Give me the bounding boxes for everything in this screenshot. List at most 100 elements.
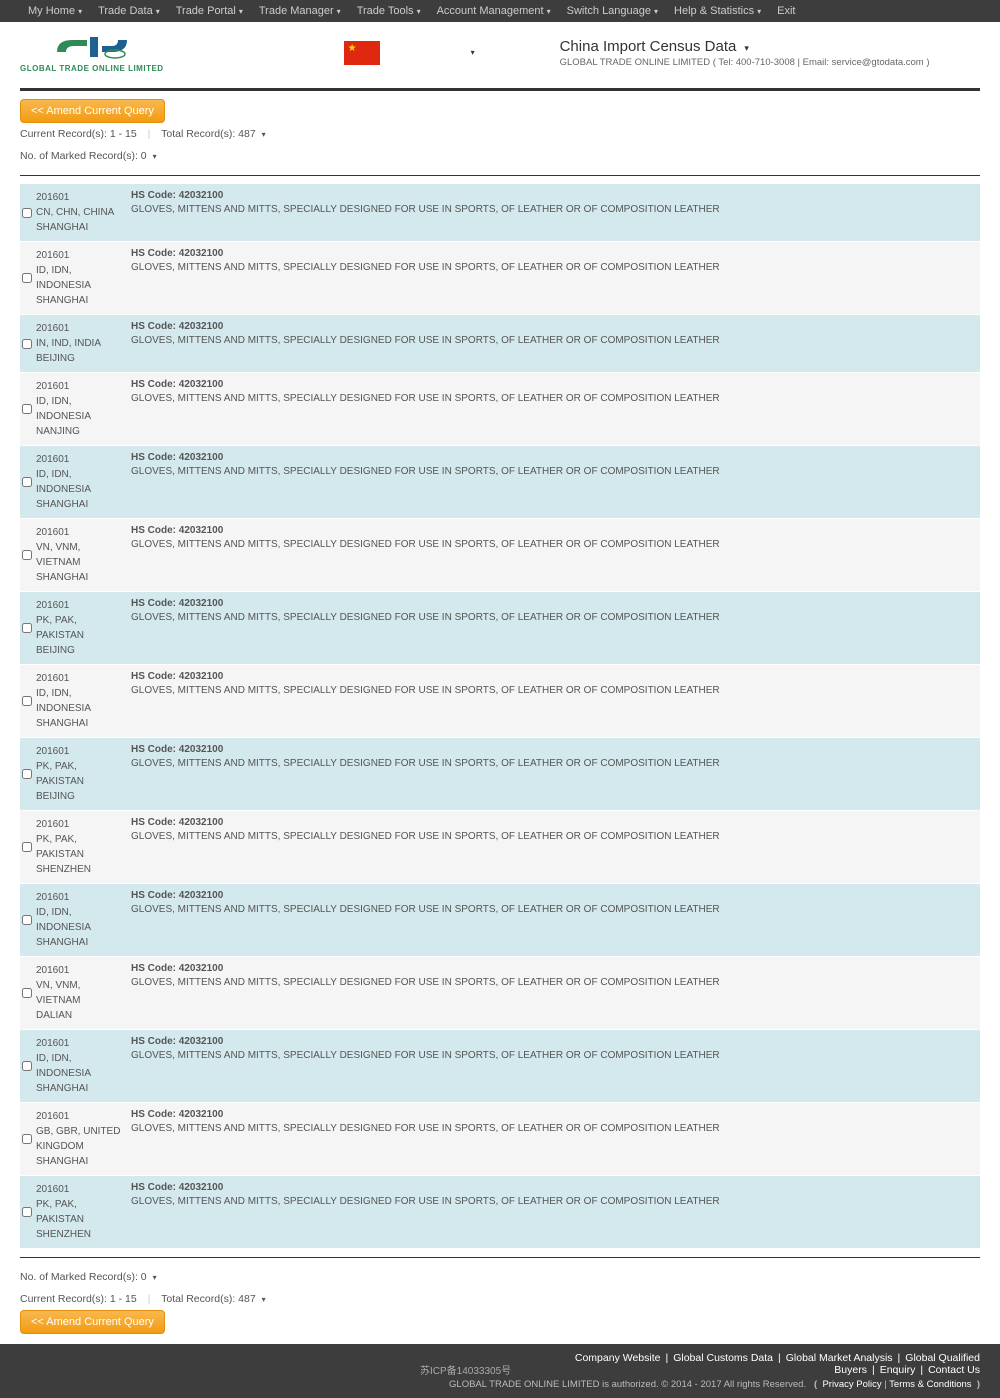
record-date: 201601 (36, 963, 123, 978)
privacy-link[interactable]: Privacy Policy (822, 1379, 881, 1390)
nav-item-help-statistics[interactable]: Help & Statistics▾ (666, 5, 769, 17)
record-row: 201601VN, VNM, VIETNAMSHANGHAIHS Code: 4… (20, 519, 980, 592)
record-checkbox[interactable] (22, 550, 32, 560)
amend-query-button-bottom[interactable]: << Amend Current Query (20, 1310, 165, 1334)
record-row: 201601VN, VNM, VIETNAMDALIANHS Code: 420… (20, 957, 980, 1030)
record-checkbox[interactable] (22, 1134, 32, 1144)
record-origin: 201601ID, IDN, INDONESIASHANGHAI (32, 1030, 127, 1102)
nav-item-trade-portal[interactable]: Trade Portal▾ (168, 5, 251, 17)
amend-query-button-top[interactable]: << Amend Current Query (20, 99, 165, 123)
record-detail: HS Code: 42032100GLOVES, MITTENS AND MIT… (127, 519, 980, 591)
total-caret-icon[interactable]: ▾ (262, 1295, 266, 1304)
header: GLOBAL TRADE ONLINE LIMITED ★ ▾ China Im… (0, 22, 1000, 83)
record-checkbox[interactable] (22, 1207, 32, 1217)
record-detail: HS Code: 42032100GLOVES, MITTENS AND MIT… (127, 373, 980, 445)
record-country: VN, VNM, VIETNAM (36, 540, 123, 570)
record-country: ID, IDN, INDONESIA (36, 686, 123, 716)
current-records-value: 1 - 15 (110, 128, 137, 140)
footer-link-global-customs-data[interactable]: Global Customs Data (673, 1352, 773, 1364)
flag-caret-icon[interactable]: ▾ (471, 48, 475, 57)
total-caret-icon[interactable]: ▾ (262, 130, 266, 139)
total-records-label: Total Record(s): (161, 128, 235, 140)
record-date: 201601 (36, 190, 123, 205)
record-city: SHENZHEN (36, 1227, 123, 1242)
record-checkbox[interactable] (22, 477, 32, 487)
record-checkbox[interactable] (22, 623, 32, 633)
record-country: PK, PAK, PAKISTAN (36, 1197, 123, 1227)
record-row: 201601IN, IND, INDIABEIJING HS Code: 4203… (20, 315, 980, 373)
nav-item-account-management[interactable]: Account Management▾ (429, 5, 559, 17)
record-checkbox[interactable] (22, 915, 32, 925)
record-origin: 201601PK, PAK, PAKISTANBEIJING (32, 738, 127, 810)
nav-item-trade-manager[interactable]: Trade Manager▾ (251, 5, 349, 17)
record-detail: HS Code: 42032100GLOVES, MITTENS AND MIT… (127, 184, 980, 241)
record-row: 201601ID, IDN, INDONESIASHANGHAIHS Code:… (20, 242, 980, 315)
record-detail: HS Code: 42032100 GLOVES, MITTENS AND MIT… (127, 242, 980, 314)
record-row: 201601ID, IDN, INDONESIANANJINGHS Code: … (20, 373, 980, 446)
nav-item-switch-language[interactable]: Switch Language▾ (559, 5, 666, 17)
record-checkbox[interactable] (22, 339, 32, 349)
record-description: GLOVES, MITTENS AND MITTS, SPECIALLY DES… (131, 1196, 976, 1207)
record-city: SHANGHAI (36, 1081, 123, 1096)
record-description: GLOVES, MITTENS AND MITTS, SPECIALLY DES… (131, 466, 976, 477)
company-info: GLOBAL TRADE ONLINE LIMITED ( Tel: 400-7… (560, 57, 930, 68)
footer-link-enquiry[interactable]: Enquiry (880, 1364, 916, 1376)
record-origin: 201601ID, IDN, INDONESIASHANGHAI (32, 446, 127, 518)
record-description: GLOVES, MITTENS AND MITTS, SPECIALLY DES… (131, 831, 976, 842)
record-checkbox[interactable] (22, 1061, 32, 1071)
title-caret-icon[interactable]: ▾ (744, 43, 749, 53)
record-description: GLOVES, MITTENS AND MITTS, SPECIALLY DES… (131, 1123, 976, 1134)
record-date: 201601 (36, 452, 123, 467)
record-city: SHANGHAI (36, 220, 123, 235)
page-title: China Import Census Data (560, 38, 737, 55)
marked-caret-icon[interactable]: ▾ (153, 152, 157, 161)
record-checkbox[interactable] (22, 696, 32, 706)
record-date: 201601 (36, 379, 123, 394)
record-checkbox[interactable] (22, 404, 32, 414)
record-detail: HS Code: 42032100GLOVES, MITTENS AND MIT… (127, 592, 980, 664)
record-checkbox[interactable] (22, 208, 32, 218)
record-city: SHANGHAI (36, 1154, 123, 1169)
nav-item-trade-data[interactable]: Trade Data▾ (90, 5, 168, 17)
record-description: GLOVES, MITTENS AND MITTS, SPECIALLY DES… (131, 758, 976, 769)
marked-meta-top: No. of Marked Record(s): 0 ▾ (20, 145, 980, 167)
record-description: GLOVES, MITTENS AND MITTS, SPECIALLY DES… (131, 539, 976, 550)
record-date: 201601 (36, 671, 123, 686)
record-row: 201601PK, PAK, PAKISTANBEIJINGHS Code: 4… (20, 592, 980, 665)
record-hscode: HS Code: 42032100 (131, 190, 976, 201)
record-row: 201601PK, PAK, PAKISTANBEIJINGHS Code: 4… (20, 738, 980, 811)
terms-link[interactable]: Terms & Conditions (889, 1379, 971, 1390)
record-description: GLOVES, MITTENS AND MITTS, SPECIALLY DES… (131, 977, 976, 988)
caret-icon: ▾ (78, 7, 82, 16)
logo[interactable]: GLOBAL TRADE ONLINE LIMITED (20, 32, 164, 73)
footer-link-company-website[interactable]: Company Website (575, 1352, 661, 1364)
nav-item-trade-tools[interactable]: Trade Tools▾ (349, 5, 429, 17)
record-description: GLOVES, MITTENS AND MITTS, SPECIALLY DES… (131, 262, 976, 273)
record-checkbox[interactable] (22, 769, 32, 779)
record-country: PK, PAK, PAKISTAN (36, 613, 123, 643)
record-hscode: HS Code: 42032100 (131, 963, 976, 974)
footer-link-global-market-analysis[interactable]: Global Market Analysis (786, 1352, 893, 1364)
record-city: BEIJING (36, 643, 123, 658)
record-hscode: HS Code: 42032100 (131, 321, 976, 332)
nav-item-exit[interactable]: Exit (769, 5, 803, 17)
marked-records-label: No. of Marked Record(s): (20, 150, 138, 162)
country-flag[interactable]: ★ (344, 41, 380, 65)
record-country: CN, CHN, CHINA (36, 205, 123, 220)
record-hscode: HS Code: 42032100 (131, 248, 976, 259)
record-detail: HS Code: 42032100GLOVES, MITTENS AND MIT… (127, 1103, 980, 1175)
record-row: 201601ID, IDN, INDONESIASHANGHAIHS Code:… (20, 884, 980, 957)
footer-link-contact-us[interactable]: Contact Us (928, 1364, 980, 1376)
caret-icon: ▾ (654, 7, 658, 16)
record-origin: 201601IN, IND, INDIABEIJING (32, 315, 127, 372)
record-checkbox[interactable] (22, 273, 32, 283)
nav-item-my-home[interactable]: My Home▾ (20, 5, 90, 17)
record-row: 201601PK, PAK, PAKISTANSHENZHENHS Code: … (20, 811, 980, 884)
record-checkbox[interactable] (22, 842, 32, 852)
record-city: SHENZHEN (36, 862, 123, 877)
divider-top (20, 88, 980, 91)
record-origin: 201601GB, GBR, UNITED KINGDOMSHANGHAI (32, 1103, 127, 1175)
marked-caret-icon[interactable]: ▾ (153, 1273, 157, 1282)
record-hscode: HS Code: 42032100 (131, 452, 976, 463)
record-city: SHANGHAI (36, 716, 123, 731)
